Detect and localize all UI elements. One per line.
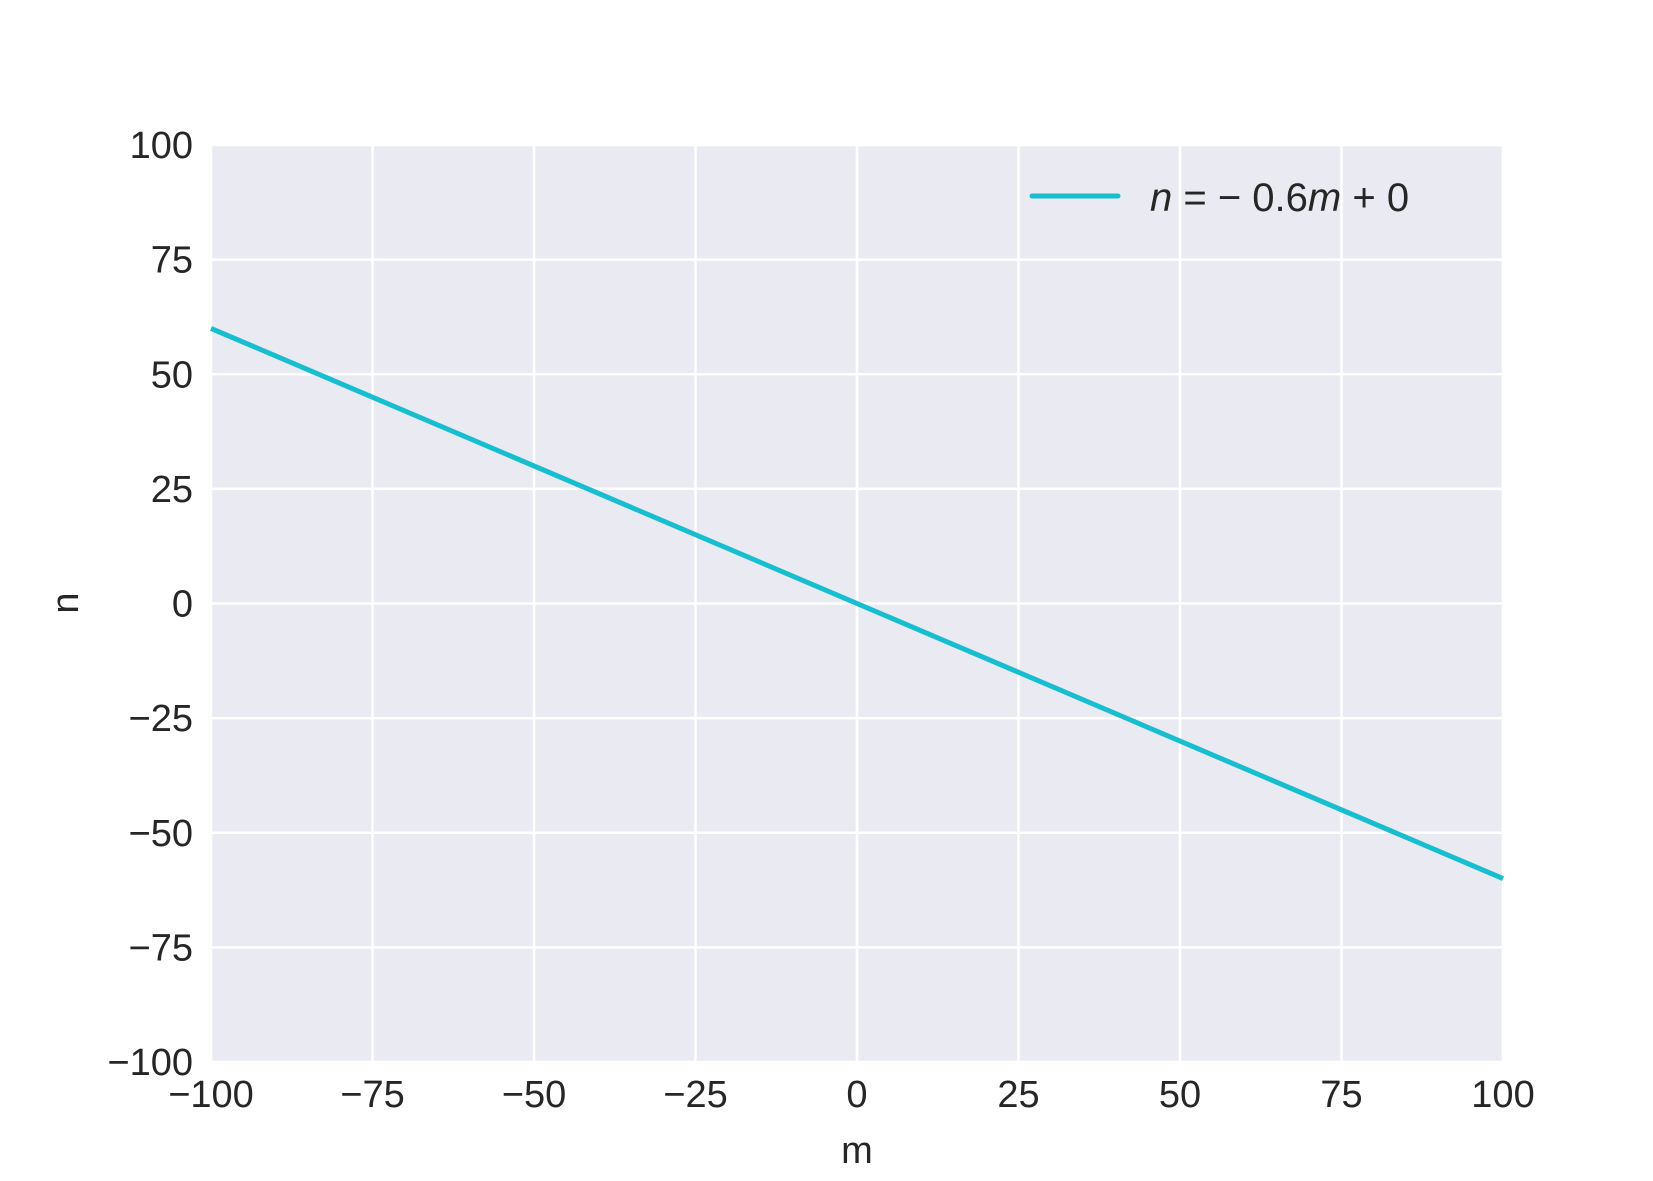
x-axis-label: m: [841, 1130, 873, 1172]
x-tick-label: 100: [1471, 1074, 1534, 1116]
y-tick-label: 50: [151, 354, 193, 396]
x-tick-label: −25: [663, 1074, 727, 1116]
x-tick-label: 0: [846, 1074, 867, 1116]
y-tick-label: −100: [107, 1042, 193, 1084]
x-tick-label: 25: [997, 1074, 1039, 1116]
series-group: [210, 326, 1504, 881]
x-tick-label: −100: [168, 1074, 254, 1116]
x-tick-label: 75: [1320, 1074, 1362, 1116]
y-tick-label: 100: [130, 125, 193, 167]
y-tick-label: 75: [151, 240, 193, 282]
y-tick-label: −75: [129, 927, 193, 969]
x-tick-label: 50: [1159, 1074, 1201, 1116]
legend-label: n = − 0.6m + 0: [1150, 176, 1409, 220]
y-tick-label: −25: [129, 698, 193, 740]
y-tick-label: −50: [129, 813, 193, 855]
y-axis-label: n: [45, 592, 87, 613]
y-tick-label: 0: [172, 584, 193, 626]
x-tick-label: −50: [502, 1074, 566, 1116]
series-line: [210, 326, 1504, 881]
y-tick-label: 25: [151, 469, 193, 511]
y-tick-labels: −100 −75 −50 −25 0 25 50 75 100: [107, 125, 193, 1084]
x-tick-labels: −100 −75 −50 −25 0 25 50 75 100: [168, 1074, 1535, 1116]
legend: n = − 0.6m + 0: [1029, 176, 1409, 220]
x-tick-label: −75: [340, 1074, 404, 1116]
